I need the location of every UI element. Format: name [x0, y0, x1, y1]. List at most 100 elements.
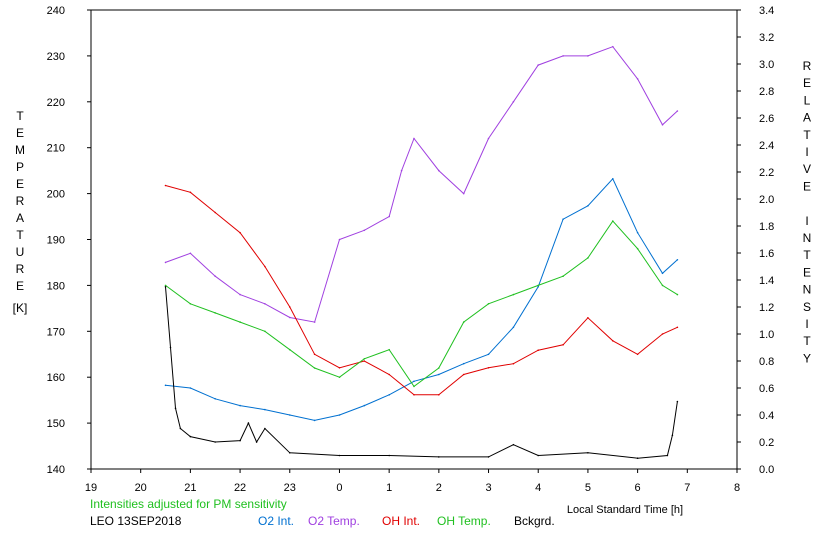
- x-tick-label: 6: [635, 482, 641, 494]
- series-point-oh-temp: [562, 275, 564, 278]
- right-axis-label-letter: V: [803, 162, 811, 176]
- series-point-o2-temp: [164, 261, 167, 264]
- series-point-bckgrd: [174, 407, 177, 410]
- left-axis-label-letter: E: [16, 279, 24, 293]
- series-point-oh-int: [363, 360, 366, 362]
- series-point-o2-temp: [313, 321, 316, 323]
- series-point-o2-int: [338, 414, 341, 416]
- right-axis-label-letter: S: [803, 300, 811, 314]
- series-point-o2-int: [264, 408, 266, 411]
- series-point-o2-int: [587, 205, 589, 207]
- left-axis-label-letter: E: [16, 126, 24, 140]
- right-tick-label: 2.0: [759, 194, 774, 206]
- left-axis-label-letter: A: [16, 211, 24, 225]
- right-tick-label: 2.8: [759, 86, 774, 98]
- series-point-oh-int: [189, 191, 192, 194]
- right-axis-label-letter: Y: [803, 351, 811, 365]
- series-line-oh-int: [165, 185, 678, 396]
- series-point-bckgrd: [169, 346, 172, 349]
- series-point-bckgrd: [512, 443, 515, 446]
- left-axis-label-letter: T: [16, 228, 24, 242]
- left-tick-label: 190: [47, 235, 65, 247]
- series-point-oh-int: [587, 317, 589, 319]
- series-point-bckgrd: [636, 457, 639, 460]
- x-tick-label: 1: [386, 482, 392, 494]
- x-tick-label: 23: [284, 482, 296, 494]
- series-point-bckgrd: [239, 439, 241, 442]
- right-tick-label: 1.0: [759, 329, 774, 341]
- left-tick-label: 140: [47, 464, 65, 476]
- series-point-oh-int: [438, 394, 440, 396]
- series-point-oh-temp: [587, 257, 589, 259]
- series-point-o2-temp: [462, 192, 465, 195]
- x-tick-label: 19: [85, 482, 97, 494]
- left-axis-label-letter: T: [16, 109, 24, 123]
- x-ticks: 19 20 21 22 23 0 1 2 3 4 5 6 7 8: [85, 469, 740, 494]
- series-point-o2-temp: [487, 137, 490, 140]
- right-tick-label: 0.4: [759, 410, 774, 422]
- left-axis-label-letter: R: [16, 194, 25, 208]
- series-point-oh-int: [413, 394, 415, 396]
- series-point-oh-int: [512, 362, 515, 365]
- legend-oh-temp: OH Temp.: [437, 514, 491, 528]
- series-point-oh-int: [636, 353, 639, 356]
- left-tick-label: 180: [47, 280, 65, 292]
- series-point-o2-temp: [338, 238, 341, 241]
- right-axis-label-letter: R: [803, 59, 812, 73]
- series-point-o2-temp: [239, 293, 241, 296]
- series-point-o2-temp: [612, 45, 614, 48]
- right-axis-label-letter: T: [803, 128, 811, 142]
- series-point-bckgrd: [164, 286, 167, 288]
- series-point-o2-temp: [587, 55, 589, 57]
- series-point-oh-int: [164, 184, 167, 187]
- series-line-bckgrd: [165, 286, 678, 459]
- right-axis-label-letter: I: [805, 145, 808, 159]
- series-point-oh-temp: [338, 376, 341, 379]
- series-point-o2-int: [189, 387, 192, 389]
- series-point-o2-temp: [363, 229, 366, 232]
- series-point-oh-temp: [413, 385, 415, 388]
- series-point-oh-int: [562, 344, 564, 346]
- left-tick-label: 230: [47, 51, 65, 63]
- right-tick-label: 3.4: [759, 5, 774, 17]
- series-point-oh-int: [612, 340, 614, 342]
- series-point-oh-temp: [189, 303, 192, 305]
- left-axis-label-letter: M: [15, 143, 25, 157]
- series-point-oh-int: [214, 211, 216, 214]
- left-tick-label: 150: [47, 418, 65, 430]
- series-point-o2-int: [462, 362, 465, 365]
- left-axis-unit: [K]: [13, 301, 28, 315]
- series-point-oh-temp: [239, 321, 241, 323]
- series-point-o2-int: [388, 394, 391, 396]
- series-point-o2-temp: [636, 78, 639, 80]
- series-point-bckgrd: [487, 456, 490, 458]
- right-tick-label: 2.2: [759, 167, 774, 179]
- x-tick-label: 20: [135, 482, 147, 494]
- series-point-oh-int: [313, 353, 316, 356]
- left-tick-label: 170: [47, 326, 65, 338]
- series-point-oh-int: [388, 373, 391, 376]
- series-point-bckgrd: [179, 427, 182, 430]
- station-label: LEO 13SEP2018: [90, 514, 182, 528]
- right-axis-label-letter: I: [805, 214, 808, 228]
- x-axis-label: Local Standard Time [h]: [567, 504, 683, 516]
- series-point-oh-int: [338, 367, 341, 369]
- series-line-o2-temp: [165, 46, 678, 323]
- x-tick-label: 2: [436, 482, 442, 494]
- series-point-o2-int: [239, 404, 241, 407]
- series-point-o2-temp: [388, 215, 391, 218]
- series-point-oh-temp: [612, 220, 614, 222]
- series-point-oh-temp: [537, 284, 539, 287]
- right-tick-label: 0.6: [759, 383, 774, 395]
- series-point-oh-int: [239, 231, 241, 234]
- left-axis-label-letter: P: [16, 160, 24, 174]
- series-point-bckgrd: [338, 454, 341, 457]
- series-point-oh-temp: [487, 303, 490, 305]
- right-axis-label-letter: N: [803, 231, 812, 245]
- x-tick-label: 3: [485, 482, 491, 494]
- x-tick-label: 8: [734, 482, 740, 494]
- series-point-o2-int: [438, 373, 440, 376]
- series-point-oh-temp: [289, 348, 291, 351]
